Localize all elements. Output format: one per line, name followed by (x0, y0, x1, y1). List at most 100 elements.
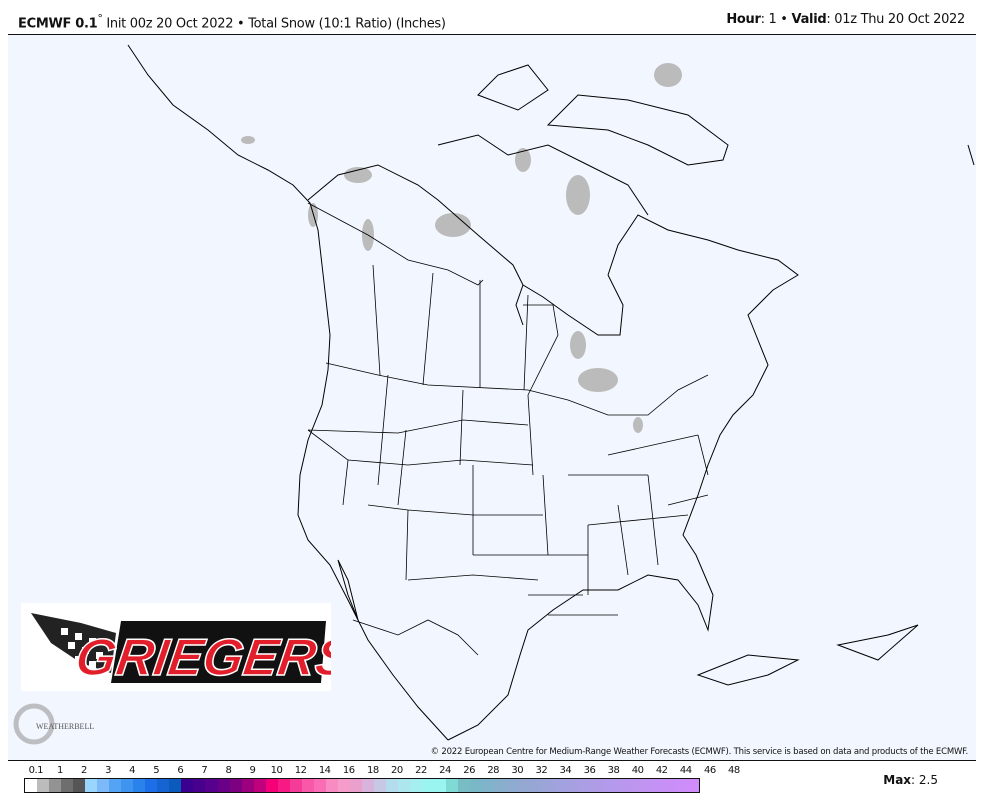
colorbar-swatch (614, 779, 627, 792)
colorbar-swatch (349, 779, 362, 792)
map-outline (127, 44, 975, 741)
colorbar-swatch (145, 779, 158, 792)
colorbar-swatch (554, 779, 567, 792)
colorbar-label: 36 (583, 765, 596, 776)
valid-value: : 01z Thu 20 Oct 2022 (826, 12, 965, 27)
colorbar-swatch (313, 779, 326, 792)
colorbar-swatch (482, 779, 495, 792)
snow-areas (241, 63, 682, 433)
colorbar-swatch (470, 779, 483, 792)
checkered-flag-icon (31, 613, 116, 673)
colorbar-label: 2 (81, 765, 87, 776)
colorbar-swatch (373, 779, 386, 792)
colorbar-swatch (157, 779, 170, 792)
hour-label: Hour (726, 12, 761, 27)
colorbar-swatch (397, 779, 410, 792)
colorbar-label: 22 (415, 765, 427, 776)
colorbar-swatch (494, 779, 507, 792)
colorbar-label: 40 (631, 765, 644, 776)
colorbar-swatch (193, 779, 206, 792)
colorbar-swatch (422, 779, 435, 792)
colorbar-swatch (277, 779, 290, 792)
colorbar-swatch (73, 779, 86, 792)
max-number: : 2.5 (911, 773, 938, 787)
colorbar-swatch (25, 779, 38, 792)
colorbar-swatch (301, 779, 314, 792)
colorbar (24, 778, 700, 793)
valid-label: Valid (791, 12, 827, 27)
colorbar-swatch (205, 779, 218, 792)
colorbar-swatch (590, 779, 603, 792)
colorbar-swatch (229, 779, 242, 792)
colorbar-label: 5 (153, 765, 160, 776)
max-value: Max: 2.5 (883, 773, 938, 787)
colorbar-label: 9 (249, 765, 256, 776)
colorbar-swatch (253, 779, 266, 792)
model-name: ECMWF 0.1 (18, 16, 98, 32)
colorbar-label: 24 (439, 765, 451, 776)
colorbar-label: 7 (201, 765, 208, 776)
colorbar-swatch (458, 779, 471, 792)
colorbar-swatch (410, 779, 423, 792)
colorbar-label: 32 (535, 765, 548, 776)
svg-text:GRIEGERS: GRIEGERS (72, 629, 331, 687)
svg-text:WEATHERBELL: WEATHERBELL (36, 722, 94, 731)
colorbar-swatch (674, 779, 687, 792)
map-title: ECMWF 0.1° Init 00z 20 Oct 2022 • Total … (18, 12, 446, 31)
colorbar-label: 4 (129, 765, 136, 776)
griegers-logo: GRIEGERS (21, 603, 331, 691)
colorbar-label: 8 (225, 765, 232, 776)
max-label: Max (883, 773, 912, 787)
colorbar-swatch (686, 779, 699, 792)
colorbar-label: 14 (318, 765, 331, 776)
colorbar-label: 1 (56, 765, 63, 776)
colorbar-swatch (506, 779, 519, 792)
borders (307, 202, 709, 656)
colorbar-swatch (566, 779, 579, 792)
coastlines (127, 44, 975, 741)
colorbar-label: 20 (391, 765, 403, 776)
colorbar-swatch (97, 779, 110, 792)
colorbar-swatch (518, 779, 531, 792)
valid-time: Hour: 1 • Valid: 01z Thu 20 Oct 2022 (726, 12, 965, 27)
colorbar-label: 18 (366, 765, 379, 776)
colorbar-label: 16 (342, 765, 355, 776)
colorbar-swatch (265, 779, 278, 792)
colorbar-label: 10 (270, 765, 283, 776)
colorbar-label: 34 (559, 765, 572, 776)
weatherbell-logo: WEATHERBELL (12, 700, 102, 750)
colorbar-label: 42 (655, 765, 668, 776)
colorbar-label: 6 (177, 765, 184, 776)
colorbar-swatch (662, 779, 675, 792)
colorbar-swatch (434, 779, 447, 792)
colorbar-swatch (37, 779, 50, 792)
colorbar-label: 26 (463, 765, 475, 776)
colorbar-swatch (289, 779, 302, 792)
colorbar-label: 46 (703, 765, 716, 776)
colorbar-swatch (337, 779, 350, 792)
colorbar-swatch (325, 779, 338, 792)
init-description: Init 00z 20 Oct 2022 • Total Snow (10:1 … (102, 16, 446, 32)
colorbar-swatch (85, 779, 98, 792)
colorbar-label: 0.1 (28, 765, 44, 776)
colorbar-labels: 0.1 1 2 3 4 5 6 7 8 9 10 12 14 16 18 20 22 24 26 28 30 32 34 36… (25, 765, 741, 777)
colorbar-swatch (530, 779, 543, 792)
colorbar-swatch (638, 779, 651, 792)
colorbar-swatch (109, 779, 122, 792)
colorbar-label: 48 (728, 765, 740, 776)
colorbar-swatch (578, 779, 591, 792)
colorbar-swatch (169, 779, 182, 792)
colorbar-swatch (49, 779, 62, 792)
map-panel: GRIEGERS WEATHERBELL © 2022 European Cen… (8, 34, 976, 761)
colorbar-swatch (602, 779, 615, 792)
colorbar-swatch (217, 779, 230, 792)
colorbar-label: 12 (294, 765, 307, 776)
colorbar-swatch (385, 779, 398, 792)
colorbar-label: 30 (511, 765, 524, 776)
colorbar-swatch (361, 779, 374, 792)
colorbar-label: 38 (607, 765, 620, 776)
colorbar-label: 3 (105, 765, 111, 776)
colorbar-swatch (133, 779, 146, 792)
degree-mark: ° (97, 12, 103, 25)
colorbar-label: 44 (679, 765, 692, 776)
